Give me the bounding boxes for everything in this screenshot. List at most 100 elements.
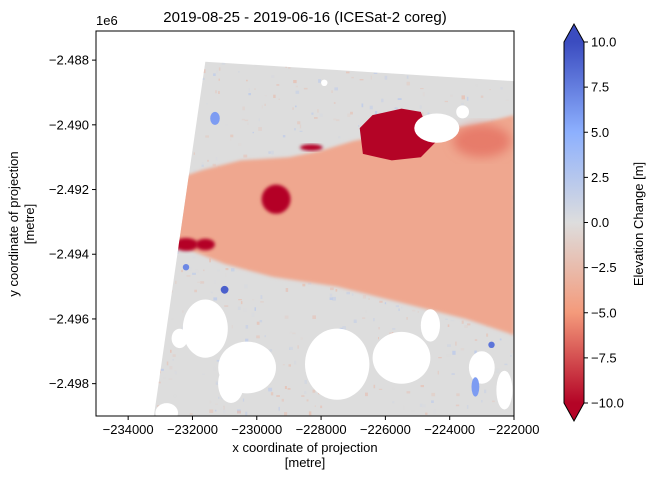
- speckle-pixel: [175, 280, 177, 284]
- speckle-pixel: [115, 326, 117, 329]
- speckle-pixel: [419, 105, 422, 109]
- speckle-pixel: [486, 44, 490, 46]
- speckle-pixel: [107, 186, 108, 190]
- colorbar: 10.0 7.5 5.0 2.5 0.0 −2.5 −5.0 −7.5 −10.0 Elevat…: [563, 22, 646, 423]
- speckle-pixel: [484, 389, 487, 394]
- speckle-pixel: [225, 273, 227, 277]
- speckle-pixel: [378, 327, 380, 330]
- speckle-pixel: [174, 72, 176, 76]
- speckle-pixel: [168, 227, 170, 229]
- speckle-pixel: [109, 43, 111, 46]
- speckle-pixel: [122, 55, 126, 56]
- colorbar-tick-label: −2.5: [591, 260, 617, 275]
- x-tick-label: −222000: [489, 422, 540, 437]
- speckle-pixel: [397, 98, 402, 100]
- speckle-pixel: [406, 317, 408, 320]
- speckle-pixel: [244, 119, 249, 122]
- speckle-pixel: [228, 53, 230, 56]
- speckle-pixel: [292, 107, 294, 110]
- speckle-pixel: [350, 111, 353, 115]
- speckle-pixel: [445, 318, 448, 320]
- no-data-gap-16: [155, 403, 178, 416]
- speckle-pixel: [152, 146, 153, 147]
- speckle-pixel: [195, 37, 198, 38]
- strong-lowering-lobe-3: [195, 238, 215, 251]
- speckle-pixel: [205, 135, 209, 138]
- speckle-pixel: [295, 85, 298, 88]
- speckle-pixel: [246, 79, 248, 82]
- speckle-pixel: [160, 303, 164, 307]
- speckle-pixel: [339, 42, 343, 45]
- speckle-pixel: [504, 363, 508, 366]
- speckle-pixel: [333, 118, 337, 121]
- speckle-pixel: [132, 95, 135, 98]
- x-axis-ticks: −234000 −232000 −230000 −228000 −226000 −2240…: [103, 416, 540, 437]
- speckle-pixel: [450, 320, 455, 322]
- speckle-pixel: [119, 64, 122, 65]
- speckle-pixel: [228, 36, 231, 40]
- speckle-pixel: [171, 318, 174, 320]
- speckle-pixel: [212, 163, 216, 167]
- speckle-pixel: [475, 34, 478, 36]
- speckle-pixel: [187, 96, 191, 100]
- speckle-pixel: [201, 164, 204, 167]
- speckle-pixel: [293, 80, 297, 84]
- speckle-pixel: [363, 54, 366, 58]
- speckle-pixel: [134, 208, 135, 210]
- speckle-pixel: [447, 42, 450, 45]
- speckle-pixel: [134, 49, 137, 52]
- speckle-pixel: [99, 334, 101, 338]
- speckle-pixel: [303, 87, 308, 90]
- surface-raising-spot-24: [488, 341, 495, 348]
- speckle-pixel: [172, 354, 176, 357]
- speckle-pixel: [288, 57, 291, 58]
- speckle-pixel: [158, 369, 161, 374]
- speckle-pixel: [333, 102, 336, 104]
- speckle-pixel: [201, 77, 205, 80]
- speckle-pixel: [201, 162, 204, 164]
- speckle-pixel: [240, 301, 243, 305]
- speckle-pixel: [427, 112, 430, 115]
- speckle-pixel: [157, 222, 160, 226]
- surface-raising-spot-21: [182, 264, 190, 271]
- speckle-pixel: [195, 269, 199, 273]
- glacier-lowering-0: [153, 115, 514, 336]
- speckle-pixel: [284, 315, 289, 319]
- speckle-pixel: [245, 325, 249, 329]
- speckle-pixel: [237, 410, 241, 414]
- speckle-pixel: [203, 269, 205, 272]
- no-data-gap-14: [496, 370, 513, 410]
- speckle-pixel: [209, 409, 214, 413]
- colorbar-tick-label: 10.0: [591, 35, 616, 50]
- speckle-pixel: [254, 307, 256, 311]
- speckle-pixel: [390, 62, 394, 65]
- speckle-pixel: [148, 101, 152, 103]
- speckle-pixel: [228, 32, 230, 33]
- x-axis-label-line2: [metre]: [285, 455, 325, 470]
- speckle-pixel: [133, 222, 135, 224]
- speckle-pixel: [213, 297, 218, 301]
- speckle-pixel: [135, 390, 138, 392]
- colorbar-tick-label: 7.5: [591, 80, 609, 95]
- speckle-pixel: [210, 291, 213, 294]
- speckle-pixel: [141, 79, 144, 81]
- speckle-pixel: [329, 293, 333, 297]
- speckle-pixel: [185, 157, 187, 160]
- speckle-pixel: [189, 413, 193, 415]
- speckle-pixel: [320, 405, 323, 409]
- speckle-pixel: [144, 220, 147, 223]
- colorbar-label: Elevation Change [m]: [631, 162, 646, 286]
- speckle-pixel: [169, 366, 173, 370]
- speckle-pixel: [375, 111, 378, 115]
- speckle-pixel: [135, 105, 138, 106]
- speckle-pixel: [258, 127, 262, 131]
- speckle-pixel: [256, 321, 260, 325]
- speckle-pixel: [206, 103, 208, 105]
- speckle-pixel: [158, 214, 161, 217]
- colorbar-tick-label: 5.0: [591, 125, 609, 140]
- speckle-pixel: [109, 278, 112, 280]
- colorbar-tick-label: 2.5: [591, 170, 609, 185]
- speckle-pixel: [322, 51, 324, 53]
- speckle-pixel: [192, 272, 196, 275]
- speckle-pixel: [207, 159, 209, 162]
